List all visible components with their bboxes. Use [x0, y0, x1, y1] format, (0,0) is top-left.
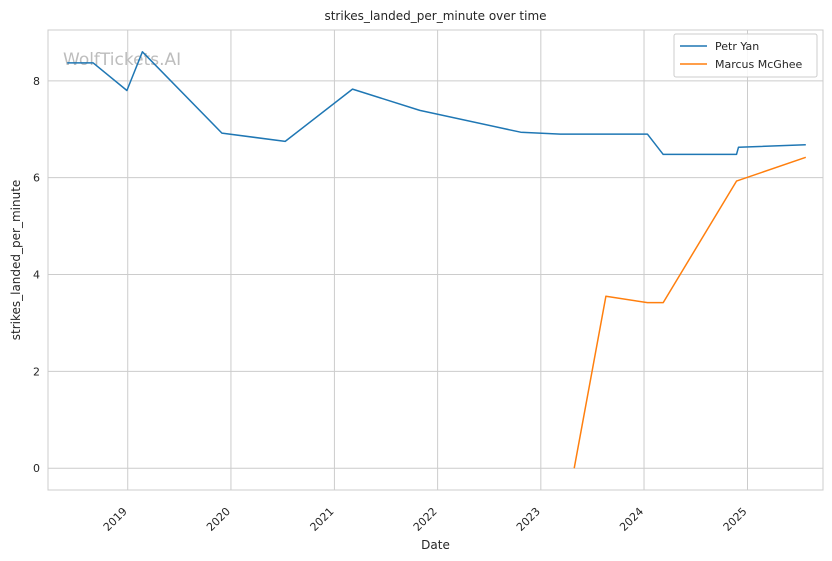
- y-axis-label: strikes_landed_per_minute: [9, 180, 23, 341]
- watermark: WolfTickets.AI: [63, 50, 181, 70]
- legend: Petr Yan Marcus McGhee: [673, 33, 818, 78]
- y-tick-label: 8: [33, 75, 40, 88]
- plot-area: [48, 30, 823, 490]
- y-tick-label: 0: [33, 462, 40, 475]
- series-layer: [67, 51, 807, 469]
- y-tick-label: 4: [33, 269, 40, 282]
- series-line-petr-yan: [67, 51, 806, 156]
- plot-frame: [47, 29, 824, 491]
- legend-label-marcus-mcghee: Marcus McGhee: [715, 58, 803, 71]
- chart-title: strikes_landed_per_minute over time: [324, 9, 546, 23]
- y-tick-label: 2: [33, 365, 40, 378]
- legend-label-petr-yan: Petr Yan: [715, 40, 759, 53]
- legend-box: [673, 33, 818, 78]
- series-line-marcus-mcghee: [573, 156, 807, 469]
- y-axis-ticks: 0 2 4 6 8: [33, 75, 40, 475]
- grid-lines: [48, 30, 823, 490]
- y-tick-label: 6: [33, 172, 40, 185]
- x-axis-label: Date: [421, 538, 450, 552]
